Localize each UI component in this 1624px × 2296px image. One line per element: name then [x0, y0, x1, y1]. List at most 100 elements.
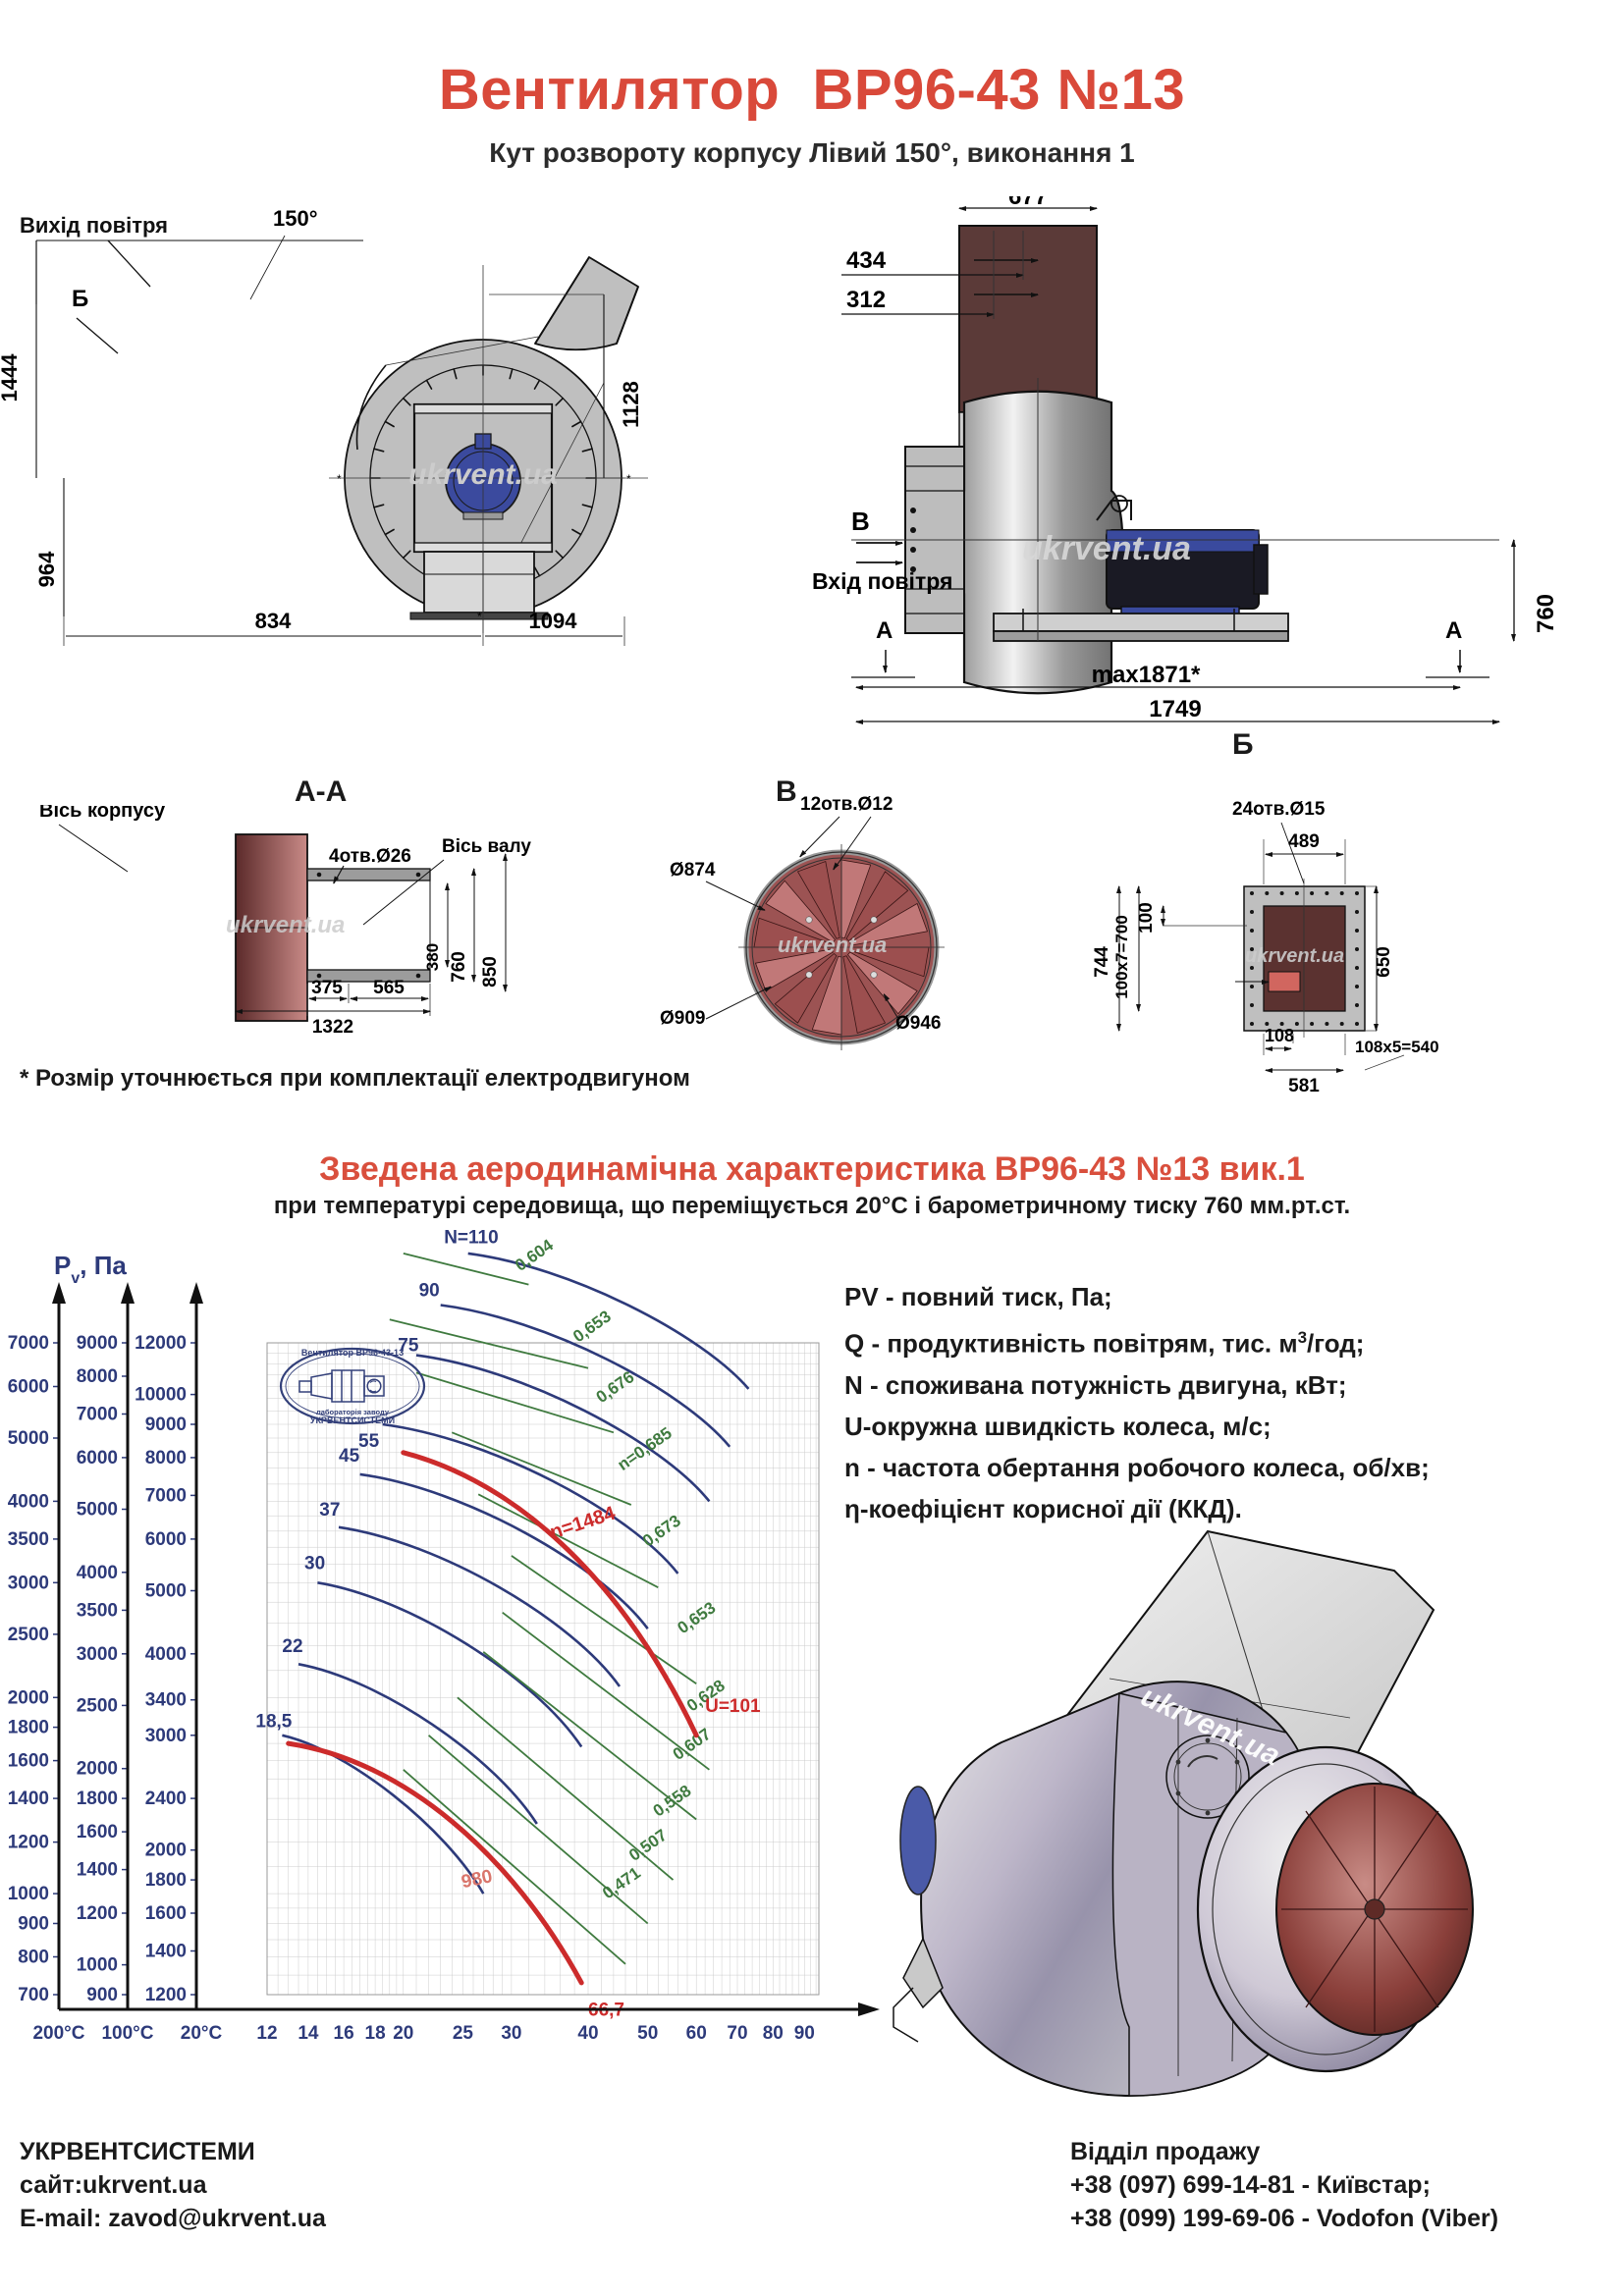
- svg-text:14: 14: [298, 2023, 319, 2044]
- svg-text:1200: 1200: [77, 1903, 118, 1924]
- svg-text:1800: 1800: [77, 1789, 118, 1809]
- svg-text:5000: 5000: [77, 1500, 118, 1521]
- svg-text:22: 22: [282, 1636, 302, 1657]
- svg-text:Ø946: Ø946: [895, 1013, 941, 1034]
- svg-text:1800: 1800: [8, 1718, 49, 1738]
- svg-text:3000: 3000: [8, 1573, 49, 1593]
- svg-text:12: 12: [256, 2023, 277, 2044]
- svg-text:0,653: 0,653: [569, 1307, 615, 1346]
- svg-text:434: 434: [846, 247, 887, 274]
- svg-text:0,653: 0,653: [675, 1598, 720, 1637]
- svg-text:489: 489: [1288, 831, 1320, 852]
- svg-text:1200: 1200: [8, 1833, 49, 1853]
- svg-text:0,673: 0,673: [639, 1512, 684, 1551]
- svg-text:2400: 2400: [145, 1789, 187, 1809]
- svg-text:650: 650: [1374, 946, 1394, 978]
- svg-text:5000: 5000: [145, 1581, 187, 1602]
- svg-text:A: A: [1445, 617, 1462, 644]
- svg-text:4000: 4000: [8, 1491, 49, 1512]
- svg-text:1749: 1749: [1149, 696, 1201, 722]
- svg-text:U=101: U=101: [705, 1696, 761, 1717]
- svg-text:4000: 4000: [145, 1644, 187, 1665]
- svg-text:7000: 7000: [145, 1485, 187, 1506]
- svg-text:Вентилятор ВР96-43-13: Вентилятор ВР96-43-13: [301, 1348, 404, 1358]
- svg-text:7000: 7000: [77, 1405, 118, 1425]
- svg-text:1600: 1600: [77, 1822, 118, 1842]
- svg-text:7000: 7000: [8, 1333, 49, 1354]
- svg-text:90: 90: [794, 2023, 815, 2044]
- svg-text:3400: 3400: [145, 1690, 187, 1711]
- svg-text:1000: 1000: [77, 1955, 118, 1976]
- svg-text:80: 80: [763, 2023, 784, 2044]
- svg-text:16: 16: [334, 2023, 354, 2044]
- svg-text:30: 30: [304, 1553, 325, 1574]
- svg-text:25: 25: [453, 2023, 474, 2044]
- svg-text:45: 45: [339, 1446, 360, 1467]
- svg-text:6000: 6000: [8, 1377, 49, 1398]
- svg-text:1400: 1400: [145, 1942, 187, 1962]
- svg-text:4000: 4000: [77, 1563, 118, 1583]
- svg-text:N=110: N=110: [444, 1228, 498, 1249]
- svg-text:0,471: 0,471: [599, 1863, 644, 1902]
- svg-text:70: 70: [727, 2023, 747, 2044]
- svg-text:30: 30: [501, 2023, 521, 2044]
- svg-text:n=1484: n=1484: [548, 1502, 620, 1543]
- svg-text:700: 700: [18, 1985, 49, 2005]
- svg-text:108х5=540: 108х5=540: [1355, 1038, 1439, 1056]
- svg-text:ukrvent.ua: ukrvent.ua: [1022, 530, 1191, 567]
- svg-text:55: 55: [358, 1431, 380, 1452]
- svg-text:760: 760: [1533, 594, 1559, 633]
- svg-text:2000: 2000: [77, 1759, 118, 1780]
- svg-text:12000: 12000: [135, 1333, 187, 1354]
- svg-text:800: 800: [18, 1948, 49, 1968]
- svg-text:УКРВЕНТСИСТЕМИ: УКРВЕНТСИСТЕМИ: [310, 1415, 395, 1425]
- svg-text:6000: 6000: [77, 1448, 118, 1468]
- svg-text:В: В: [851, 507, 870, 536]
- svg-text:200°C: 200°C: [32, 2023, 84, 2044]
- svg-text:2500: 2500: [77, 1695, 118, 1716]
- svg-text:100°C: 100°C: [101, 2023, 153, 2044]
- svg-text:9000: 9000: [145, 1415, 187, 1435]
- svg-text:6000: 6000: [145, 1529, 187, 1550]
- svg-text:1600: 1600: [8, 1751, 49, 1772]
- svg-text:3000: 3000: [77, 1644, 118, 1665]
- svg-text:1600: 1600: [145, 1903, 187, 1924]
- svg-text:900: 900: [86, 1985, 118, 2005]
- svg-text:5000: 5000: [8, 1428, 49, 1449]
- svg-text:18,5: 18,5: [255, 1712, 292, 1733]
- svg-text:2500: 2500: [8, 1625, 49, 1645]
- svg-text:Вхід повітря: Вхід повітря: [812, 568, 952, 594]
- svg-text:3500: 3500: [77, 1600, 118, 1621]
- svg-text:0,676: 0,676: [593, 1367, 638, 1407]
- svg-text:20: 20: [393, 2023, 413, 2044]
- svg-text:100x7=700: 100x7=700: [1112, 915, 1131, 999]
- svg-text:Pv, Па: Pv, Па: [54, 1251, 127, 1287]
- svg-text:18: 18: [365, 2023, 386, 2044]
- svg-text:37: 37: [319, 1500, 340, 1521]
- svg-text:24отв.Ø15: 24отв.Ø15: [1232, 799, 1326, 820]
- svg-text:20°C: 20°C: [181, 2023, 223, 2044]
- svg-text:8000: 8000: [145, 1448, 187, 1468]
- svg-text:max1871*: max1871*: [1092, 662, 1201, 688]
- svg-text:9000: 9000: [77, 1333, 118, 1354]
- svg-text:2000: 2000: [145, 1841, 187, 1861]
- svg-text:1400: 1400: [77, 1860, 118, 1881]
- svg-text:50: 50: [637, 2023, 658, 2044]
- svg-text:90: 90: [419, 1281, 440, 1302]
- svg-text:980: 980: [460, 1866, 494, 1893]
- svg-text:1800: 1800: [145, 1870, 187, 1891]
- svg-text:1400: 1400: [8, 1789, 49, 1809]
- svg-text:3500: 3500: [8, 1529, 49, 1550]
- svg-text:677: 677: [1008, 196, 1048, 210]
- svg-text:2000: 2000: [8, 1687, 49, 1708]
- svg-text:8000: 8000: [77, 1366, 118, 1387]
- svg-text:3000: 3000: [145, 1726, 187, 1746]
- svg-text:10000: 10000: [135, 1385, 187, 1406]
- svg-text:A: A: [876, 617, 893, 644]
- svg-text:581: 581: [1288, 1076, 1320, 1095]
- svg-text:900: 900: [18, 1914, 49, 1935]
- svg-text:1200: 1200: [145, 1985, 187, 2005]
- svg-text:1000: 1000: [8, 1884, 49, 1904]
- svg-text:40: 40: [577, 2023, 598, 2044]
- svg-text:312: 312: [846, 287, 886, 313]
